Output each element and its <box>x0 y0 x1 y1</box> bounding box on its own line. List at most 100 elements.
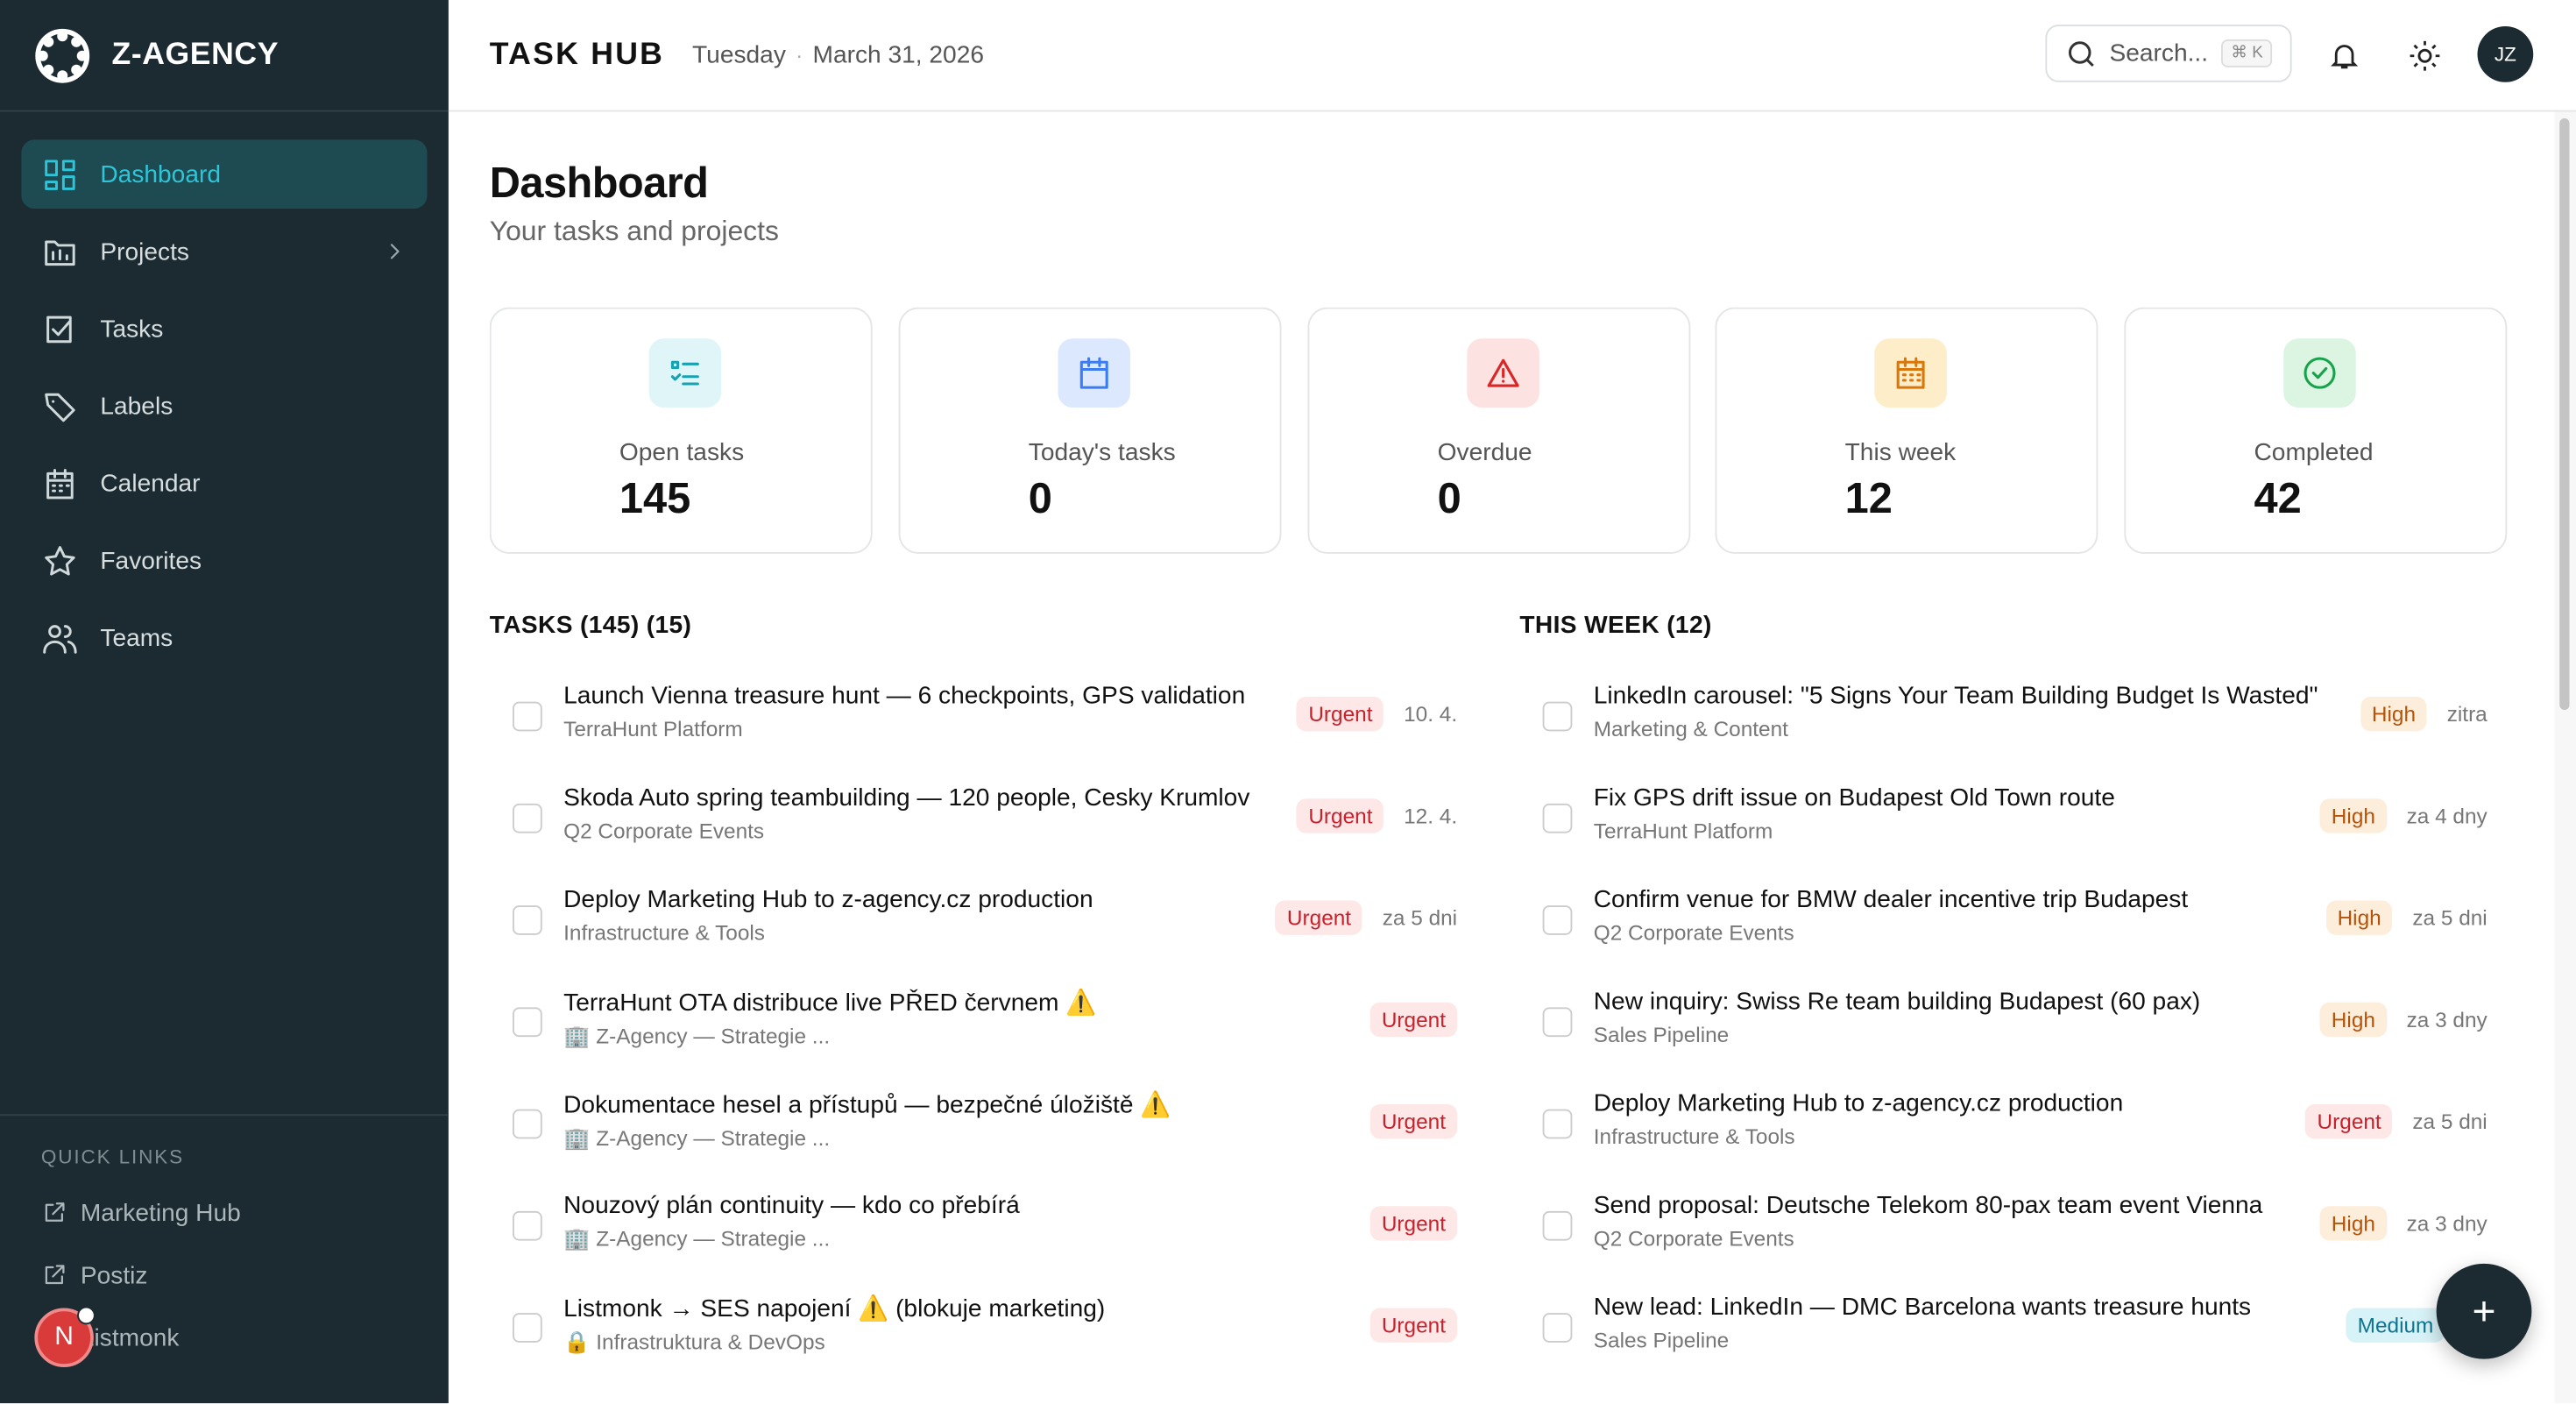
task-row[interactable]: Nouzový plán continuity — kdo co přebírá… <box>490 1180 1458 1281</box>
stat-value: 12 <box>1844 473 1893 523</box>
task-row[interactable]: TerraHunt OTA distribuce live PŘED červn… <box>490 976 1458 1078</box>
nav-item[interactable]: Favorites <box>21 526 427 595</box>
priority-badge: High <box>2360 697 2428 732</box>
task-project: Q2 Corporate Events <box>1593 920 1794 946</box>
user-badge[interactable]: N <box>34 1306 96 1367</box>
stat-label: Completed <box>2254 438 2374 467</box>
section-title: TASKS (145) (15) <box>489 611 692 640</box>
priority-badge: Urgent <box>1369 1308 1458 1343</box>
task-title: Deploy Marketing Hub to z-agency.cz prod… <box>1593 1089 2124 1117</box>
task-row[interactable]: New inquiry: Swiss Re team building Buda… <box>1519 976 2488 1078</box>
task-row[interactable]: Launch Vienna treasure hunt — 6 checkpoi… <box>490 670 1457 772</box>
quick-links-title: QUICK LINKS <box>40 1145 185 1169</box>
nav-item[interactable]: Projects <box>21 217 427 287</box>
task-title: Deploy Marketing Hub to z-agency.cz prod… <box>563 885 1093 914</box>
stat-card[interactable]: Overdue 0 <box>1307 307 1691 554</box>
due-date: za 5 dni <box>2412 905 2488 931</box>
nav-label: Tasks <box>100 315 164 343</box>
icon <box>1487 358 1519 387</box>
stat-label: This week <box>1844 438 1957 467</box>
task-row[interactable]: Skoda Auto spring teambuilding — 120 peo… <box>490 772 1457 874</box>
task-project: 🏢 Z-Agency — Strategie ... <box>563 1225 831 1251</box>
page-subtitle: Your tasks and projects <box>489 215 779 247</box>
task-project: 🏢 Z-Agency — Strategie ... <box>563 1024 831 1049</box>
task-text: TerraHunt OTA distribuce live PŘED červn… <box>563 988 1350 1050</box>
avatar[interactable]: JZ <box>2477 26 2534 82</box>
nav-item[interactable]: Dashboard <box>21 139 428 209</box>
nav-label: Labels <box>100 392 173 421</box>
checkbox[interactable] <box>1542 1210 1573 1241</box>
checkbox[interactable] <box>1542 1007 1573 1038</box>
due-date: zitra <box>2446 701 2488 727</box>
nav-item[interactable]: Labels <box>21 372 427 441</box>
quick-link-label: Postiz <box>80 1261 148 1289</box>
stat-card[interactable]: Today's tasks 0 <box>898 307 1282 554</box>
stat-label: Today's tasks <box>1028 438 1176 467</box>
task-title: Dokumentace hesel a přístupů — bezpečné … <box>563 1091 1171 1119</box>
scroll-thumb[interactable] <box>2559 118 2570 710</box>
due-date: za 4 dny <box>2406 803 2488 828</box>
task-row[interactable]: Listmonk → SES napojení ⚠️ (blokuje mark… <box>490 1282 1458 1384</box>
task-title: LinkedIn carousel: "5 Signs Your Team Bu… <box>1593 682 2318 710</box>
quick-link[interactable]: Listmonk <box>41 1320 449 1356</box>
nav-item[interactable]: Calendar <box>21 449 427 518</box>
checkbox[interactable] <box>1542 1313 1573 1343</box>
task-row[interactable]: Fix GPS drift issue on Budapest Old Town… <box>1519 772 2488 874</box>
priority-badge: Urgent <box>1369 1104 1458 1139</box>
checkbox[interactable] <box>513 803 542 833</box>
checkbox[interactable] <box>513 1109 542 1139</box>
nav: Dashboard Projects Tasks Labels Calendar Favo… <box>21 139 428 680</box>
checkbox[interactable] <box>1542 803 1573 833</box>
checkbox[interactable] <box>513 701 542 732</box>
notifications[interactable] <box>2328 39 2361 73</box>
task-text: Launch Vienna treasure hunt — 6 checkpoi… <box>563 682 1277 741</box>
nav-item[interactable]: Teams <box>21 603 427 672</box>
task-row[interactable]: Confirm venue for BMW dealer incentive t… <box>1519 875 2488 976</box>
icon <box>2304 357 2336 389</box>
nav-item[interactable]: Tasks <box>21 294 427 364</box>
brand-logo <box>35 27 90 82</box>
quick-link[interactable]: Postiz <box>41 1257 449 1293</box>
checkbox[interactable] <box>513 1210 542 1241</box>
icon <box>670 360 699 386</box>
checkbox[interactable] <box>513 1007 542 1038</box>
scrollbar[interactable] <box>2554 111 2576 1404</box>
checkbox[interactable] <box>513 905 542 935</box>
stat-value: 0 <box>1028 473 1052 523</box>
task-project: Sales Pipeline <box>1593 1328 1730 1353</box>
add-button[interactable] <box>2436 1263 2532 1359</box>
task-project: TerraHunt Platform <box>1593 818 1773 843</box>
stat-card[interactable]: Open tasks 145 <box>489 307 873 554</box>
header: TASK HUB Tuesday · March 31, 2026 Search… <box>448 0 2576 112</box>
task-row[interactable]: New lead: LinkedIn — DMC Barcelona wants… <box>1519 1282 2488 1384</box>
stat-value: 0 <box>1437 473 1461 523</box>
icon <box>1896 357 1925 389</box>
checkbox[interactable] <box>513 1313 542 1343</box>
priority-badge: Urgent <box>1369 1002 1458 1038</box>
checkbox[interactable] <box>1542 1109 1573 1139</box>
task-row[interactable]: Dokumentace hesel a přístupů — bezpečné … <box>490 1078 1458 1180</box>
task-row[interactable]: LinkedIn carousel: "5 Signs Your Team Bu… <box>1519 670 2488 772</box>
checkbox[interactable] <box>1542 905 1573 935</box>
task-row[interactable]: Deploy Marketing Hub to z-agency.cz prod… <box>490 875 1457 976</box>
stat-card[interactable]: This week 12 <box>1715 307 2098 554</box>
task-row[interactable]: Deploy Marketing Hub to z-agency.cz prod… <box>1519 1078 2488 1180</box>
checkbox[interactable] <box>1542 701 1573 732</box>
stat-icon <box>2283 338 2356 408</box>
search[interactable]: Search... ⌘ K <box>2045 25 2292 82</box>
stat-icon <box>648 338 722 408</box>
task-title: Fix GPS drift issue on Budapest Old Town… <box>1593 784 2115 812</box>
priority-badge: High <box>2319 1002 2388 1038</box>
nav-label: Calendar <box>100 469 201 498</box>
theme-toggle[interactable] <box>2409 39 2442 73</box>
stat-value: 145 <box>619 473 691 523</box>
task-text: New inquiry: Swiss Re team building Buda… <box>1594 988 2300 1047</box>
task-row[interactable]: Send proposal: Deutsche Telekom 80-pax t… <box>1519 1180 2488 1281</box>
date: March 31, 2026 <box>812 40 984 69</box>
stat-card[interactable]: Completed 42 <box>2124 307 2508 554</box>
priority-badge: High <box>2325 900 2393 935</box>
task-text: Send proposal: Deutsche Telekom 80-pax t… <box>1594 1191 2300 1251</box>
priority-badge: High <box>2319 798 2388 833</box>
quick-link[interactable]: Marketing Hub <box>41 1195 449 1230</box>
task-project: Infrastructure & Tools <box>563 920 765 946</box>
